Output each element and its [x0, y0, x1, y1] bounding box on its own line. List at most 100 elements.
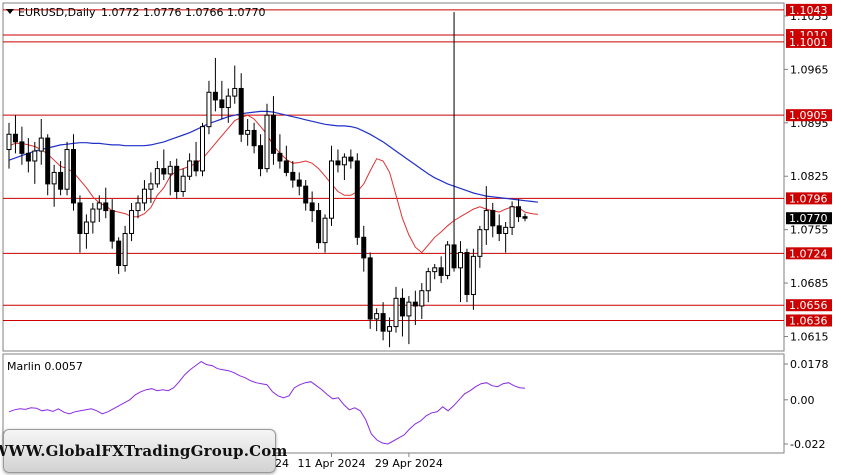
candle — [32, 141, 38, 184]
oscillator-axis: 0.0178 0.00 -0.022 — [784, 358, 829, 451]
candle — [470, 248, 476, 310]
candle-body-down — [45, 137, 51, 185]
candle-body-up — [148, 183, 154, 190]
candle — [425, 267, 431, 303]
candle-body-down — [258, 145, 264, 170]
candle-body-down — [451, 244, 457, 269]
candle — [516, 199, 522, 223]
candle — [483, 186, 489, 245]
candle — [419, 283, 425, 319]
level-label: 1.0636 — [789, 314, 828, 327]
candle — [367, 252, 373, 329]
candle — [438, 256, 444, 284]
candle-body-up — [509, 206, 515, 228]
candle-body-down — [380, 313, 386, 332]
candle — [174, 158, 180, 200]
time-tick-label: 11 Apr 2024 — [297, 457, 365, 470]
candle — [503, 222, 509, 253]
candle-body-down — [335, 160, 341, 166]
candle-body-down — [464, 252, 470, 296]
candle-body-up — [206, 91, 212, 128]
candle-body-up — [225, 95, 231, 109]
level-label: 1.0724 — [789, 247, 828, 260]
candle-body-up — [425, 271, 431, 292]
candle — [38, 119, 44, 165]
candle-body-up — [503, 226, 509, 234]
candle-body-up — [483, 210, 489, 231]
candle — [25, 138, 31, 173]
candle-body-up — [167, 165, 173, 175]
candle-body-down — [516, 206, 522, 218]
candles — [6, 12, 528, 348]
candle — [316, 202, 322, 249]
current-price-box — [786, 212, 832, 225]
candle — [509, 201, 515, 235]
candle — [335, 149, 341, 173]
price-pane-frame[interactable] — [2, 2, 785, 352]
candle — [251, 122, 257, 154]
candle — [245, 119, 251, 146]
candle — [303, 180, 309, 211]
level-label-box — [786, 3, 832, 16]
candle — [322, 214, 328, 253]
candle — [496, 214, 502, 242]
candle — [232, 65, 238, 104]
candle-body-up — [90, 208, 96, 223]
candle-body-up — [6, 133, 12, 151]
candle — [187, 153, 193, 181]
candle — [64, 141, 70, 196]
candle — [387, 317, 393, 348]
candle-body-up — [245, 129, 251, 135]
candle — [77, 195, 83, 253]
candle-body-down — [348, 156, 354, 162]
candle-body-up — [83, 221, 89, 234]
candle — [51, 164, 57, 207]
level-label: 1.0656 — [789, 299, 828, 312]
candle — [212, 57, 218, 112]
candle — [406, 296, 412, 345]
candle — [12, 115, 18, 154]
candle-body-down — [251, 129, 257, 147]
candle-body-up — [32, 150, 38, 162]
candle-body-up — [122, 232, 128, 267]
candle — [141, 180, 147, 211]
candle — [161, 149, 167, 181]
candle-body-down — [296, 179, 302, 187]
price-tick-label: 1.0825 — [790, 170, 829, 183]
time-tick-label: 29 Apr 2024 — [375, 457, 443, 470]
candle — [83, 214, 89, 249]
candle-body-up — [129, 210, 135, 234]
price-tick-label: 1.0685 — [790, 277, 829, 290]
candle — [45, 134, 51, 196]
level-label: 1.1043 — [789, 4, 828, 17]
candle — [374, 308, 380, 332]
candle-body-down — [25, 152, 31, 162]
candle — [380, 302, 386, 341]
candle-body-up — [406, 301, 412, 317]
candle — [458, 241, 463, 303]
candle-body-down — [19, 141, 25, 154]
price-tick-label: 1.0615 — [790, 331, 829, 344]
candle — [490, 202, 496, 238]
candle-body-up — [322, 217, 328, 244]
candle — [290, 160, 296, 188]
marlin-line — [8, 361, 526, 445]
candle — [399, 288, 405, 337]
candle-body-up — [135, 202, 141, 212]
candle-body-down — [496, 225, 502, 234]
candle — [180, 168, 186, 197]
chart-menu-triangle-icon[interactable] — [6, 9, 14, 14]
candle-body-down — [316, 210, 322, 244]
osc-tick-label: -0.022 — [790, 438, 825, 451]
candle-body-down — [12, 133, 18, 143]
candle — [167, 160, 173, 196]
candle-body-down — [161, 168, 167, 175]
candle-body-down — [212, 91, 218, 101]
candle — [309, 191, 315, 223]
candle — [464, 248, 470, 303]
candle-body-down — [309, 202, 315, 212]
candle — [277, 134, 283, 169]
candle-body-up — [187, 160, 193, 177]
candle-body-up — [445, 244, 451, 276]
